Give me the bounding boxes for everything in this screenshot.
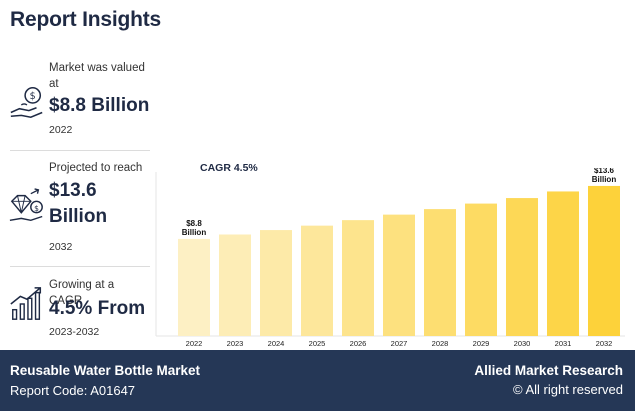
brand-name: Allied Market Research — [474, 363, 623, 378]
stat-value: $13.6 Billion — [49, 180, 108, 227]
data-label-2032: $13.6 — [594, 168, 615, 175]
tick-label-2030: 2030 — [514, 339, 531, 348]
bar-2026 — [342, 220, 374, 336]
stat-year: 2022 — [49, 124, 73, 136]
page-title: Report Insights — [10, 8, 162, 31]
tick-label-2026: 2026 — [350, 339, 367, 348]
chart-title: CAGR 4.5% — [200, 162, 258, 174]
bar-2028 — [424, 209, 456, 336]
chart-svg: 2022 2023 2024 2025 2026 2027 2028 2029 2030 2031… — [155, 168, 625, 348]
tick-label-2024: 2024 — [268, 339, 285, 348]
stat-label: Growing at a CAGR — [49, 279, 115, 307]
bar-2024 — [260, 230, 292, 336]
copyright: © All right reserved — [512, 382, 623, 397]
tick-label-2028: 2028 — [432, 339, 449, 348]
bar-2032 — [588, 185, 620, 336]
stat-year: 2032 — [49, 241, 73, 253]
stat-value: $8.8 Billion — [49, 95, 150, 116]
data-label-2022: Billion — [182, 228, 207, 237]
data-label-2032: Billion — [592, 175, 617, 184]
market-name: Reusable Water Bottle Market — [10, 363, 201, 378]
tick-label-2023: 2023 — [227, 339, 244, 348]
tick-label-2029: 2029 — [473, 339, 490, 348]
footer-banner: Reusable Water Bottle Market Report Code… — [0, 350, 635, 411]
stat-year: 2023-2032 — [49, 326, 100, 338]
stat-label: Market was valued at — [49, 62, 145, 90]
bar-growth-icon — [10, 287, 42, 320]
bar-2025 — [301, 225, 333, 336]
report-code: Report Code: A01647 — [10, 383, 136, 398]
bar-2027 — [383, 214, 415, 336]
divider — [10, 150, 150, 151]
stat-label: Projected to reach — [49, 162, 143, 174]
svg-text:$: $ — [30, 91, 36, 102]
growth-diamond-icon: $ — [9, 188, 43, 222]
tick-label-2032: 2032 — [596, 339, 613, 348]
bar-2030 — [506, 198, 538, 336]
divider — [10, 266, 150, 267]
stat-cagr: Growing at a CAGR 4.5% From 2023-2032 — [0, 277, 152, 347]
tick-label-2022: 2022 — [186, 339, 203, 348]
bar-2031 — [547, 191, 579, 336]
data-label-2022: $8.8 — [186, 219, 202, 228]
bar-2023 — [219, 234, 251, 336]
bar-2029 — [465, 203, 497, 336]
tick-label-2031: 2031 — [555, 339, 572, 348]
svg-text:$: $ — [34, 204, 39, 213]
bar-chart: 2022 2023 2024 2025 2026 2027 2028 2029 2030 2031… — [155, 168, 627, 348]
stat-market-value: $ Market was valued at $8.8 Billion 2022 — [0, 58, 152, 150]
stat-projected-value: $ Projected to reach $13.6 Billion 2032 — [0, 158, 152, 263]
tick-label-2027: 2027 — [391, 339, 408, 348]
money-hand-icon: $ — [10, 87, 43, 119]
stat-value: 4.5% From — [49, 298, 146, 319]
tick-label-2025: 2025 — [309, 339, 326, 348]
bar-2022 — [178, 238, 210, 336]
